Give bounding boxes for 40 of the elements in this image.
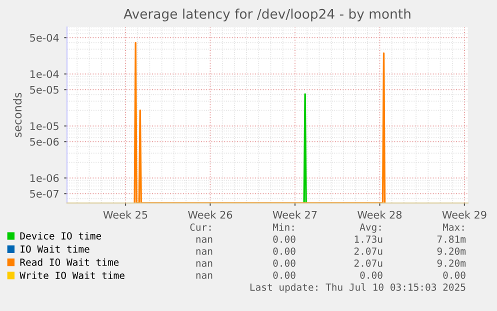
y-tick-label: 5e-06 — [30, 138, 59, 146]
text: Min: — [272, 223, 294, 231]
legend-label: IO Wait time — [20, 245, 90, 253]
legend-label: Read IO Wait time — [20, 258, 119, 266]
text: 0.00 — [360, 271, 382, 279]
text: 7.81m — [437, 235, 466, 243]
x-tick-label: Week 27 — [272, 210, 317, 219]
y-tick-label: 1e-05 — [30, 122, 58, 130]
text: 0.00 — [273, 259, 296, 267]
text: nan — [196, 273, 212, 279]
y-tick-label: 1e-06 — [30, 174, 59, 182]
text: 2.07u — [354, 247, 382, 255]
text: 0.00 — [273, 271, 296, 279]
text: Avg: — [360, 224, 381, 233]
x-tick-label: Week 29 — [442, 210, 486, 219]
text: Max: — [442, 224, 464, 231]
text: 9.20m — [437, 259, 466, 267]
text: 1.73u — [354, 235, 382, 243]
y-axis-title: seconds — [13, 92, 22, 138]
line-series — [134, 42, 386, 203]
chart-title: Average latency for /dev/loop24 - by month — [124, 8, 410, 22]
x-tick-label: Week 26 — [188, 210, 232, 219]
x-tick-label: Week 25 — [103, 210, 148, 219]
x-tick-label: Week 28 — [358, 210, 402, 219]
text: 0.00 — [443, 271, 466, 279]
text: nan — [196, 237, 212, 243]
y-tick-label: 5e-04 — [30, 34, 59, 42]
text: nan — [196, 249, 212, 255]
y-tick-label: 1e-04 — [30, 70, 59, 78]
text: Cur: — [190, 223, 211, 231]
text: 0.00 — [273, 235, 296, 243]
text: 0.00 — [273, 247, 296, 255]
text: Last update: Thu Jul 10 03:15:03 2025 — [250, 283, 466, 293]
legend-label: Device IO time — [20, 232, 102, 240]
y-tick-label: 5e-05 — [30, 86, 58, 94]
text: nan — [196, 261, 212, 267]
y-tick-label: 5e-07 — [30, 190, 58, 198]
text: 9.20m — [437, 247, 466, 255]
legend-label: Write IO Wait time — [20, 272, 124, 280]
text: 2.07u — [354, 259, 382, 267]
